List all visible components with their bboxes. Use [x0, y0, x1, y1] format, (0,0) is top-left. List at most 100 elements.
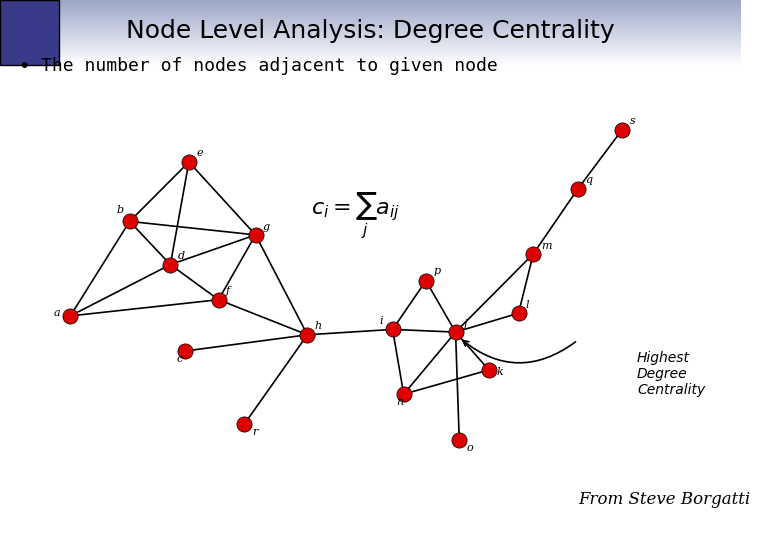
Point	[386, 325, 399, 334]
Bar	[0, 14, 741, 15]
Bar	[0, 29, 741, 30]
Bar	[0, 37, 741, 38]
Bar	[0, 32, 741, 33]
Bar	[0, 21, 741, 22]
Point	[250, 231, 262, 239]
Bar	[0, 49, 741, 50]
Text: From Steve Borgatti: From Steve Borgatti	[578, 491, 750, 508]
Bar	[0, 46, 741, 48]
Point	[301, 330, 314, 339]
Bar	[0, 52, 741, 53]
Text: e: e	[197, 147, 203, 158]
Bar	[0, 53, 741, 54]
Text: f: f	[226, 286, 230, 296]
Bar	[0, 19, 741, 20]
Point	[123, 217, 136, 226]
Bar	[0, 55, 741, 56]
Point	[572, 185, 584, 193]
Point	[483, 366, 495, 374]
Bar	[0, 33, 741, 35]
Bar	[0, 5, 741, 6]
Bar	[0, 60, 741, 61]
Bar	[0, 38, 741, 39]
Text: r: r	[252, 427, 257, 437]
Bar	[0, 54, 741, 55]
Bar	[0, 10, 741, 11]
Bar	[0, 24, 741, 25]
Bar	[0, 30, 741, 31]
Text: q: q	[585, 174, 592, 185]
Bar	[0, 62, 741, 63]
Bar	[0, 2, 741, 3]
FancyBboxPatch shape	[0, 0, 59, 65]
Bar	[0, 28, 741, 29]
Point	[183, 158, 195, 166]
Text: a: a	[54, 308, 61, 318]
Text: o: o	[466, 443, 473, 453]
Text: g: g	[263, 221, 270, 232]
Bar	[0, 26, 741, 27]
Text: The number of nodes adjacent to given node: The number of nodes adjacent to given no…	[41, 57, 498, 75]
Text: l: l	[526, 300, 530, 310]
Text: k: k	[496, 367, 503, 377]
Bar	[0, 50, 741, 51]
Text: c: c	[176, 354, 183, 364]
Bar	[0, 57, 741, 58]
Point	[164, 260, 176, 269]
Bar	[0, 25, 741, 26]
Bar	[0, 8, 741, 9]
Bar	[0, 4, 741, 5]
Point	[179, 347, 191, 355]
Point	[212, 295, 225, 304]
Bar	[0, 63, 741, 64]
Bar	[0, 23, 741, 24]
Bar	[0, 3, 741, 4]
Bar	[0, 1, 741, 2]
Bar	[0, 36, 741, 37]
Bar	[0, 7, 741, 8]
Bar	[0, 56, 741, 57]
Point	[420, 276, 432, 285]
Bar	[0, 9, 741, 10]
Point	[398, 390, 410, 399]
Bar	[0, 15, 741, 16]
Bar	[0, 16, 741, 17]
Text: Node Level Analysis: Degree Centrality: Node Level Analysis: Degree Centrality	[126, 19, 615, 43]
Bar	[0, 59, 741, 60]
Bar	[0, 64, 741, 65]
Bar	[0, 61, 741, 62]
Bar	[0, 41, 741, 42]
Point	[449, 328, 462, 336]
Bar	[0, 20, 741, 21]
Text: s: s	[629, 116, 636, 126]
Text: i: i	[379, 316, 383, 326]
Bar	[0, 11, 741, 12]
Bar	[0, 12, 741, 13]
Bar	[0, 17, 741, 18]
Bar	[0, 44, 741, 45]
Bar	[0, 18, 741, 19]
Bar	[0, 6, 741, 7]
Bar	[0, 31, 741, 32]
Point	[616, 125, 629, 134]
Point	[527, 249, 540, 258]
Bar	[0, 13, 741, 14]
Text: Highest
Degree
Centrality: Highest Degree Centrality	[637, 351, 705, 397]
Text: d: d	[178, 251, 185, 261]
Bar	[0, 43, 741, 44]
Bar	[0, 35, 741, 36]
Text: p: p	[434, 266, 441, 276]
Bar	[0, 27, 741, 28]
Point	[453, 436, 466, 444]
Point	[512, 309, 525, 318]
Text: m: m	[541, 241, 551, 252]
Bar	[0, 0, 741, 1]
Point	[64, 312, 76, 320]
Bar	[0, 42, 741, 43]
Text: n: n	[396, 397, 403, 407]
Bar	[0, 22, 741, 23]
Text: j: j	[463, 319, 466, 329]
Bar	[0, 40, 741, 41]
Bar	[0, 48, 741, 49]
Bar	[0, 45, 741, 46]
